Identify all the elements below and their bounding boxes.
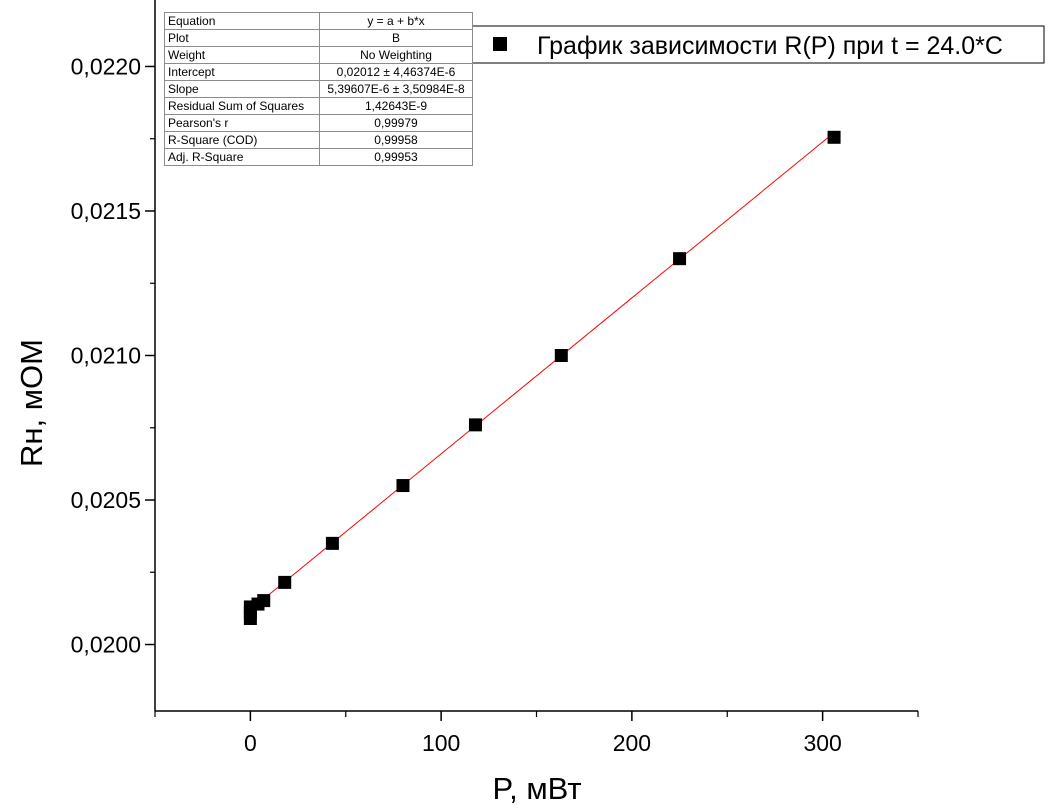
data-point	[554, 349, 568, 362]
stats-value: No Weighting	[319, 46, 473, 64]
stats-value: 5,39607E-6 ± 3,50984E-8	[319, 80, 473, 98]
legend: График зависимости R(P) при t = 24.0*C	[469, 25, 1045, 64]
data-point	[468, 418, 482, 432]
data-point	[257, 594, 271, 608]
stats-key: Residual Sum of Squares	[164, 97, 320, 115]
y-tick-label: 0,0210	[71, 343, 141, 369]
stats-key: Slope	[164, 80, 320, 98]
fit-statistics-table: Equation y = a + b*x Plot B Weight No Weighti…	[164, 12, 473, 166]
stats-value: 0,99958	[319, 131, 473, 149]
x-tick-label: 100	[422, 730, 460, 756]
stats-row: Plot B	[164, 29, 473, 47]
y-tick-label: 0,0220	[71, 53, 141, 79]
stats-key: Equation	[164, 12, 320, 30]
data-point	[827, 130, 841, 144]
y-axis-title: Rн, мОМ	[14, 339, 49, 467]
data-point	[396, 479, 410, 493]
stats-row: Weight No Weighting	[164, 46, 473, 64]
stats-key: Intercept	[164, 63, 320, 81]
stats-row: Residual Sum of Squares 1,42643E-9	[164, 97, 473, 115]
x-axis-title: P, мВт	[492, 771, 581, 806]
stats-value: 0,02012 ± 4,46374E-6	[319, 63, 473, 81]
stats-value: 0,99979	[319, 114, 473, 132]
stats-row: Slope 5,39607E-6 ± 3,50984E-8	[164, 80, 473, 98]
legend-frame	[469, 25, 1045, 64]
x-tick-label: 300	[803, 730, 841, 756]
data-point	[325, 536, 339, 550]
y-tick-label: 0,0200	[71, 632, 141, 658]
stats-value: B	[319, 29, 473, 47]
stats-key: Plot	[164, 29, 320, 47]
stats-row: Equation y = a + b*x	[164, 12, 473, 30]
stats-row: Intercept 0,02012 ± 4,46374E-6	[164, 63, 473, 81]
x-tick-label: 200	[613, 730, 651, 756]
stats-value: 1,42643E-9	[319, 97, 473, 115]
data-points	[243, 130, 841, 626]
stats-value: 0,99953	[319, 148, 473, 166]
y-tick-label: 0,0215	[71, 198, 141, 224]
stats-value: y = a + b*x	[319, 12, 473, 30]
legend-label: График зависимости R(P) при t = 24.0*C	[537, 32, 1003, 60]
data-point	[673, 252, 687, 266]
x-tick-label: 0	[244, 730, 257, 756]
stats-key: Pearson's r	[164, 114, 320, 132]
legend-marker	[493, 37, 507, 51]
stats-row: Pearson's r 0,99979	[164, 114, 473, 132]
stats-key: Weight	[164, 46, 320, 64]
data-point	[278, 575, 292, 589]
stats-key: Adj. R-Square	[164, 148, 320, 166]
stats-row: Adj. R-Square 0,99953	[164, 148, 473, 166]
fit-line	[250, 132, 835, 611]
y-tick-label: 0,0205	[71, 487, 141, 513]
stats-row: R-Square (COD) 0,99958	[164, 131, 473, 149]
axes: 0,0200 0,0205 0,0210 0,0215 0,0220 0 100 200 300	[71, 0, 919, 756]
fit-line-layer	[250, 132, 835, 611]
stats-key: R-Square (COD)	[164, 131, 320, 149]
